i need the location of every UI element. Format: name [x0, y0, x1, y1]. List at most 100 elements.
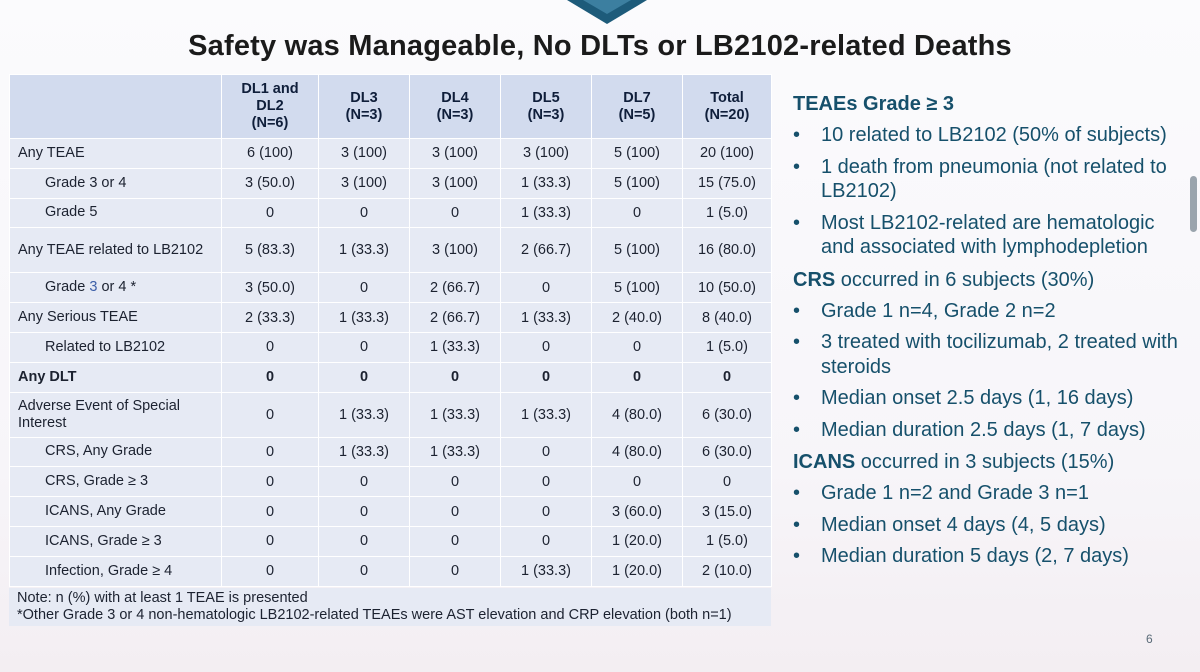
list-item: • 10 related to LB2102 (50% of subjects): [793, 123, 1193, 148]
list-item-text: Median onset 2.5 days (1, 16 days): [821, 387, 1134, 409]
table-cell: 0: [318, 466, 410, 498]
table-cell: 3 (50.0): [221, 167, 319, 199]
header-text: DL7 (N=5): [618, 89, 656, 123]
table-cell: 0: [318, 272, 410, 304]
table-row: Any Serious TEAE 2 (33.3) 1 (33.3) 2 (66…: [9, 302, 772, 333]
table-cell: 0: [221, 436, 319, 468]
page-number: 6: [1146, 632, 1153, 646]
row-label: Grade 5: [9, 197, 222, 229]
crs-heading-bold: CRS: [793, 268, 836, 291]
icans-heading-bold: ICANS: [793, 451, 856, 473]
table-cell: 6 (100): [221, 138, 319, 169]
table-cell: 16 (80.0): [682, 227, 772, 274]
table-cell: 1 (5.0): [682, 331, 772, 363]
table-cell: 0: [318, 361, 410, 393]
row-label: Infection, Grade ≥ 4: [9, 555, 222, 587]
table-cell: 0: [221, 496, 319, 527]
table-cell: 5 (100): [591, 167, 683, 199]
row-label: ICANS, Any Grade: [9, 496, 222, 527]
crs-heading: CRS occurred in 6 subjects (30%): [793, 267, 1193, 293]
header-text: Total (N=20): [704, 89, 750, 123]
table-cell: 0: [409, 525, 501, 557]
table-cell: 0: [318, 496, 410, 527]
list-item: • Grade 1 n=4, Grade 2 n=2: [793, 299, 1193, 324]
bullet-icon: •: [793, 513, 801, 536]
list-item: • Most LB2102-related are hematologic and…: [793, 211, 1193, 260]
table-cell: 0: [318, 197, 410, 229]
table-cell: 2 (40.0): [591, 302, 683, 333]
header-empty: [9, 74, 222, 139]
table-row: CRS, Grade ≥ 3 0 0 0 0 0 0: [9, 466, 772, 498]
table-cell: 0: [318, 331, 410, 363]
table-cell: 0: [682, 466, 772, 498]
table-row: Related to LB2102 0 0 1 (33.3) 0 0 1 (5.…: [9, 331, 772, 363]
list-item-text: 1 death from pneumonia (not related to L…: [821, 155, 1167, 203]
header-text: DL1 and DL2 (N=6): [241, 81, 299, 131]
table-row: Grade 3 or 4 3 (50.0) 3 (100) 3 (100) 1 …: [9, 167, 772, 199]
header-text: DL4 (N=3): [436, 89, 474, 123]
table-cell: 0: [409, 496, 501, 527]
table-row: Infection, Grade ≥ 4 0 0 0 1 (33.3) 1 (2…: [9, 555, 772, 587]
header-dl5: DL5 (N=3): [500, 74, 592, 139]
table-cell: 0: [500, 496, 592, 527]
list-item-text: 10 related to LB2102 (50% of subjects): [821, 124, 1167, 146]
scrollbar-thumb[interactable]: [1190, 176, 1197, 232]
table-cell: 3 (100): [409, 227, 501, 274]
table-cell: 0: [500, 331, 592, 363]
table-cell: 1 (33.3): [318, 302, 410, 333]
table-row: ICANS, Grade ≥ 3 0 0 0 0 1 (20.0) 1 (5.0…: [9, 525, 772, 557]
table-cell: 4 (80.0): [591, 436, 683, 468]
list-item: • 1 death from pneumonia (not related to …: [793, 155, 1193, 204]
row-label-part: or 4 *: [97, 279, 137, 296]
table-cell: 3 (50.0): [221, 272, 319, 304]
table-cell: 20 (100): [682, 138, 772, 169]
row-label-accent: 3: [89, 279, 98, 296]
row-label: Any TEAE related to LB2102: [9, 227, 222, 274]
table-cell: 1 (33.3): [500, 167, 592, 199]
table-cell: 3 (15.0): [682, 496, 772, 527]
list-item: • Median onset 4 days (4, 5 days): [793, 513, 1193, 538]
table-cell: 0: [409, 466, 501, 498]
summary-panel: TEAEs Grade ≥ 3 • 10 related to LB2102 (5…: [793, 91, 1193, 576]
list-item: • Median duration 5 days (2, 7 days): [793, 544, 1193, 569]
bullet-icon: •: [793, 299, 801, 322]
table-cell: 4 (80.0): [591, 391, 683, 438]
table-row: Any TEAE 6 (100) 3 (100) 3 (100) 3 (100)…: [9, 138, 772, 169]
table-footnotes: Note: n (%) with at least 1 TEAE is pres…: [9, 588, 771, 626]
table-cell: 2 (66.7): [409, 302, 501, 333]
bullet-icon: •: [793, 387, 801, 409]
table-cell: 0: [500, 361, 592, 393]
row-label: Grade 3 or 4: [9, 167, 222, 199]
list-item-text: Most LB2102-related are hematologic and …: [821, 211, 1155, 259]
teaes-list: • 10 related to LB2102 (50% of subjects) …: [793, 123, 1193, 260]
table-cell: 1 (33.3): [500, 555, 592, 587]
table-cell: 0: [221, 525, 319, 557]
table-cell: 1 (33.3): [500, 391, 592, 438]
table-row: Grade 3 or 4 * 3 (50.0) 0 2 (66.7) 0 5 (…: [9, 272, 772, 304]
table-cell: 0: [221, 391, 319, 438]
header-dl7: DL7 (N=5): [591, 74, 683, 139]
table-row: Any TEAE related to LB2102 5 (83.3) 1 (3…: [9, 227, 772, 274]
table-cell: 0: [221, 197, 319, 229]
table-cell: 0: [221, 466, 319, 498]
list-item-text: Median duration 5 days (2, 7 days): [821, 545, 1129, 567]
list-item: • Median onset 2.5 days (1, 16 days): [793, 386, 1193, 411]
header-total: Total (N=20): [682, 74, 772, 139]
crs-list: • Grade 1 n=4, Grade 2 n=2 • 3 treated wit…: [793, 299, 1193, 443]
list-item-text: Grade 1 n=2 and Grade 3 n=1: [821, 482, 1089, 504]
table-cell: 1 (5.0): [682, 197, 772, 229]
table-cell: 3 (100): [409, 138, 501, 169]
table-cell: 1 (33.3): [318, 391, 410, 438]
header-dl4: DL4 (N=3): [409, 74, 501, 139]
table-cell: 0: [591, 361, 683, 393]
bullet-icon: •: [793, 124, 801, 146]
table-cell: 0: [409, 197, 501, 229]
table-cell: 3 (100): [318, 138, 410, 169]
table-cell: 2 (33.3): [221, 302, 319, 333]
table-row: Grade 5 0 0 0 1 (33.3) 0 1 (5.0): [9, 197, 772, 229]
table-cell: 1 (33.3): [409, 331, 501, 363]
table-cell: 0: [500, 525, 592, 557]
table-cell: 0: [221, 555, 319, 587]
table-cell: 1 (5.0): [682, 525, 772, 557]
list-item: • 3 treated with tocilizumab, 2 treated w…: [793, 330, 1193, 379]
